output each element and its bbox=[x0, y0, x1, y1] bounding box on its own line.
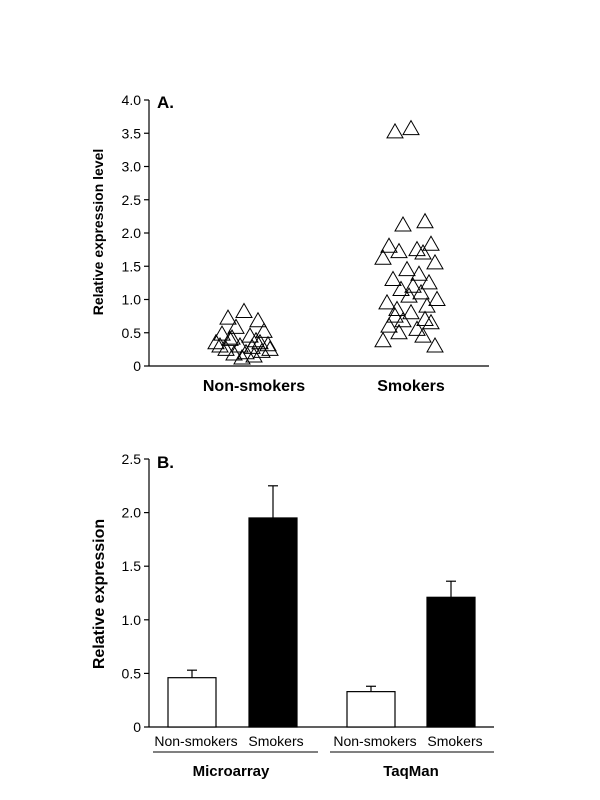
data-point-smokers bbox=[410, 265, 428, 281]
data-point-smokers bbox=[416, 310, 434, 326]
data-point-non-smokers bbox=[225, 345, 243, 361]
data-point-smokers bbox=[380, 317, 398, 333]
data-point-non-smokers bbox=[223, 329, 241, 345]
panel-a-category-non-smokers: Non-smokers bbox=[203, 378, 305, 395]
data-point-smokers bbox=[422, 235, 440, 251]
data-point-non-smokers bbox=[253, 342, 271, 358]
panel-a-y-tick-label: 4.0 bbox=[122, 92, 142, 108]
panel-a-category-smokers: Smokers bbox=[377, 378, 445, 395]
data-point-non-smokers bbox=[235, 302, 253, 318]
data-point-smokers bbox=[392, 280, 410, 297]
data-point-smokers bbox=[420, 273, 438, 290]
data-point-smokers bbox=[428, 290, 446, 306]
data-point-non-smokers bbox=[237, 343, 255, 360]
data-point-smokers bbox=[414, 243, 432, 260]
data-point-smokers bbox=[400, 287, 418, 303]
panel-a-y-tick-label: 3.5 bbox=[122, 125, 142, 141]
panel-a-y-tick-label: 1.0 bbox=[122, 292, 142, 308]
panel-b-y-tick-label: 0 bbox=[133, 719, 141, 735]
bar-taqman-smokers bbox=[426, 596, 476, 728]
data-point-non-smokers bbox=[245, 347, 263, 363]
bar-microarray-smokers bbox=[248, 517, 298, 728]
data-point-smokers bbox=[402, 303, 420, 320]
panel-b-label: B. bbox=[157, 453, 174, 472]
data-point-non-smokers bbox=[249, 311, 267, 328]
data-point-smokers bbox=[386, 122, 404, 139]
data-point-smokers bbox=[398, 260, 416, 277]
bar-label-microarray-non-smokers: Non-smokers bbox=[154, 733, 237, 749]
panel-b-y-tick-label: 2.0 bbox=[122, 505, 142, 521]
data-point-smokers bbox=[414, 327, 432, 343]
data-point-smokers bbox=[394, 216, 412, 232]
data-point-non-smokers bbox=[221, 330, 239, 346]
panel-a-y-tick-label: 2.5 bbox=[122, 192, 142, 208]
data-point-non-smokers bbox=[207, 333, 225, 350]
panel-a-y-tick-label: 1.5 bbox=[122, 258, 142, 274]
data-point-smokers bbox=[374, 249, 392, 265]
data-point-smokers bbox=[378, 293, 396, 310]
data-point-smokers bbox=[418, 297, 436, 313]
panel-a-label: A. bbox=[157, 93, 174, 112]
data-point-non-smokers bbox=[243, 338, 261, 354]
panel-a-y-tick-label: 3.0 bbox=[122, 159, 142, 175]
data-point-smokers bbox=[374, 331, 392, 348]
panel-a-y-axis-label: Relative expression level bbox=[90, 149, 106, 316]
data-point-non-smokers bbox=[259, 335, 277, 352]
panel-b-y-tick-label: 1.5 bbox=[122, 558, 142, 574]
bar-taqman-non-smokers bbox=[346, 691, 396, 728]
panel-b: B. Relative expression 00.51.01.52.02.5 … bbox=[91, 451, 494, 780]
data-point-smokers bbox=[394, 311, 412, 328]
data-point-smokers bbox=[390, 323, 408, 340]
panel-a-points bbox=[207, 119, 446, 365]
data-point-smokers bbox=[380, 237, 398, 253]
panel-a: A. Relative expression level 0 0.5 1.0 1.5 2… bbox=[90, 92, 489, 395]
panel-a-y-ticks: 0 0.5 1.0 1.5 2.0 2.5 3.0 3.5 4.0 bbox=[122, 92, 149, 374]
data-point-non-smokers bbox=[217, 340, 235, 356]
data-point-smokers bbox=[408, 240, 426, 257]
data-point-smokers bbox=[386, 307, 404, 323]
data-point-non-smokers bbox=[233, 349, 251, 365]
panel-b-y-tick-label: 1.0 bbox=[122, 612, 142, 628]
data-point-smokers bbox=[426, 337, 444, 353]
data-point-smokers bbox=[404, 277, 422, 293]
panel-b-y-ticks: 0 0.5 1.0 1.5 2.0 2.5 bbox=[122, 451, 149, 735]
bar-microarray-non-smokers bbox=[167, 677, 217, 728]
data-point-smokers bbox=[384, 270, 402, 287]
data-point-non-smokers bbox=[255, 322, 273, 338]
bar-label-taqman-non-smokers: Non-smokers bbox=[333, 733, 416, 749]
data-point-non-smokers bbox=[251, 333, 269, 350]
data-point-non-smokers bbox=[219, 309, 237, 325]
panel-a-y-tick-label: 0 bbox=[133, 358, 141, 374]
panel-b-y-tick-label: 0.5 bbox=[122, 665, 142, 681]
data-point-non-smokers bbox=[213, 325, 231, 341]
data-point-smokers bbox=[422, 313, 440, 330]
panel-b-y-tick-label: 2.5 bbox=[122, 451, 142, 467]
data-point-smokers bbox=[390, 242, 408, 259]
data-point-smokers bbox=[416, 212, 434, 229]
data-point-smokers bbox=[408, 320, 426, 336]
group-label-taqman: TaqMan bbox=[383, 763, 439, 780]
bar-label-microarray-smokers: Smokers bbox=[248, 733, 303, 749]
data-point-non-smokers bbox=[241, 327, 259, 343]
panel-a-y-tick-label: 0.5 bbox=[122, 325, 142, 341]
data-point-smokers bbox=[402, 119, 420, 136]
group-label-microarray: Microarray bbox=[193, 763, 270, 780]
data-point-smokers bbox=[388, 300, 406, 316]
data-point-smokers bbox=[412, 283, 430, 300]
panel-b-bars bbox=[167, 485, 476, 728]
panel-b-y-axis-label: Relative expression bbox=[91, 519, 108, 669]
data-point-smokers bbox=[426, 253, 444, 270]
panel-a-y-tick-label: 2.0 bbox=[122, 225, 142, 241]
bar-label-taqman-smokers: Smokers bbox=[427, 733, 482, 749]
data-point-non-smokers bbox=[227, 318, 245, 334]
